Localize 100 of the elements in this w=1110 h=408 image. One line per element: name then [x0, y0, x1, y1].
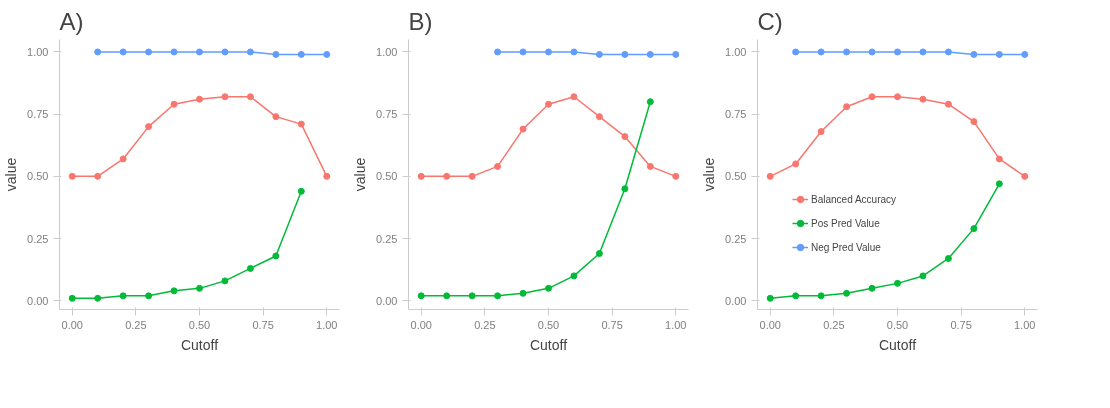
point — [246, 264, 254, 272]
point — [792, 48, 800, 56]
point — [766, 294, 774, 302]
point — [545, 100, 552, 108]
x-tick-label: 0.00 — [410, 318, 432, 331]
point — [766, 172, 774, 180]
y-tick-label: 0.25 — [725, 232, 747, 245]
point — [170, 48, 178, 56]
point — [68, 172, 76, 180]
point — [995, 180, 1003, 188]
point — [646, 50, 654, 58]
point — [595, 113, 603, 121]
point — [545, 284, 552, 292]
point — [792, 292, 800, 300]
point — [944, 100, 952, 108]
point — [246, 93, 254, 101]
point — [621, 133, 629, 141]
x-tick-label: 0.50 — [886, 318, 909, 331]
point — [595, 50, 603, 58]
point — [417, 172, 425, 180]
point — [494, 292, 502, 300]
point — [1021, 50, 1029, 58]
y-axis-title: value — [352, 157, 369, 192]
point — [494, 162, 502, 170]
point — [297, 120, 305, 128]
point — [817, 48, 825, 56]
point — [272, 50, 280, 58]
point — [170, 287, 178, 295]
y-tick-label: 0.25 — [27, 232, 49, 245]
point — [672, 50, 680, 58]
point — [443, 292, 451, 300]
point — [646, 98, 654, 106]
y-tick-label: 0.00 — [376, 294, 398, 307]
y-tick-label: 0.75 — [725, 108, 747, 121]
x-tick-label: 0.75 — [950, 318, 972, 331]
chart-title: C) — [757, 7, 783, 35]
y-tick-label: 0.50 — [27, 170, 49, 183]
point — [944, 48, 952, 56]
point — [995, 155, 1003, 163]
point — [119, 48, 127, 56]
point — [323, 172, 331, 180]
point — [272, 113, 280, 121]
x-tick-label: 0.25 — [125, 318, 147, 331]
point — [595, 250, 603, 257]
point — [868, 93, 876, 101]
point — [621, 50, 629, 58]
y-axis-title: value — [701, 157, 718, 192]
point — [843, 289, 851, 297]
point — [868, 284, 876, 292]
point — [843, 48, 851, 56]
point — [621, 185, 629, 193]
point — [494, 48, 502, 56]
point — [221, 48, 229, 56]
point — [196, 95, 203, 103]
x-tick-label: 0.75 — [252, 318, 274, 331]
x-tick-label: 1.00 — [665, 318, 687, 331]
point — [570, 272, 578, 280]
point — [944, 254, 952, 262]
point — [995, 50, 1003, 58]
point — [817, 292, 825, 300]
legend-label: Neg Pred Value — [811, 241, 881, 253]
y-tick-label: 0.25 — [376, 232, 398, 245]
x-tick-label: 0.00 — [759, 318, 781, 331]
point — [246, 48, 254, 56]
y-tick-label: 0.00 — [725, 294, 747, 307]
point — [221, 277, 229, 285]
point — [545, 48, 552, 56]
y-tick-label: 0.75 — [376, 108, 398, 121]
y-tick-label: 0.75 — [27, 108, 49, 121]
point — [970, 225, 978, 233]
y-tick-label: 1.00 — [725, 45, 747, 58]
point — [919, 272, 927, 280]
y-axis-title: value — [3, 157, 20, 192]
point — [519, 48, 527, 56]
point — [68, 294, 76, 302]
point — [792, 160, 800, 168]
point — [94, 48, 102, 56]
x-axis-title: Cutoff — [878, 336, 917, 353]
point — [119, 155, 127, 163]
chart-title: A) — [59, 7, 84, 35]
x-tick-label: 1.00 — [1014, 318, 1036, 331]
point — [297, 50, 305, 58]
point — [145, 123, 153, 131]
point — [443, 172, 451, 180]
point — [570, 48, 578, 56]
x-tick-label: 0.50 — [537, 318, 560, 331]
point — [272, 252, 280, 260]
y-tick-label: 0.50 — [376, 170, 398, 183]
legend-label: Pos Pred Value — [811, 217, 880, 229]
x-tick-label: 0.25 — [823, 318, 845, 331]
point — [221, 93, 229, 101]
point — [894, 279, 901, 287]
y-tick-label: 1.00 — [376, 45, 398, 58]
point — [519, 125, 527, 133]
point — [145, 292, 153, 300]
y-tick-label: 0.00 — [27, 294, 49, 307]
point — [868, 48, 876, 56]
point — [323, 50, 331, 58]
x-tick-label: 0.25 — [474, 318, 496, 331]
chart-title: B) — [408, 7, 433, 35]
